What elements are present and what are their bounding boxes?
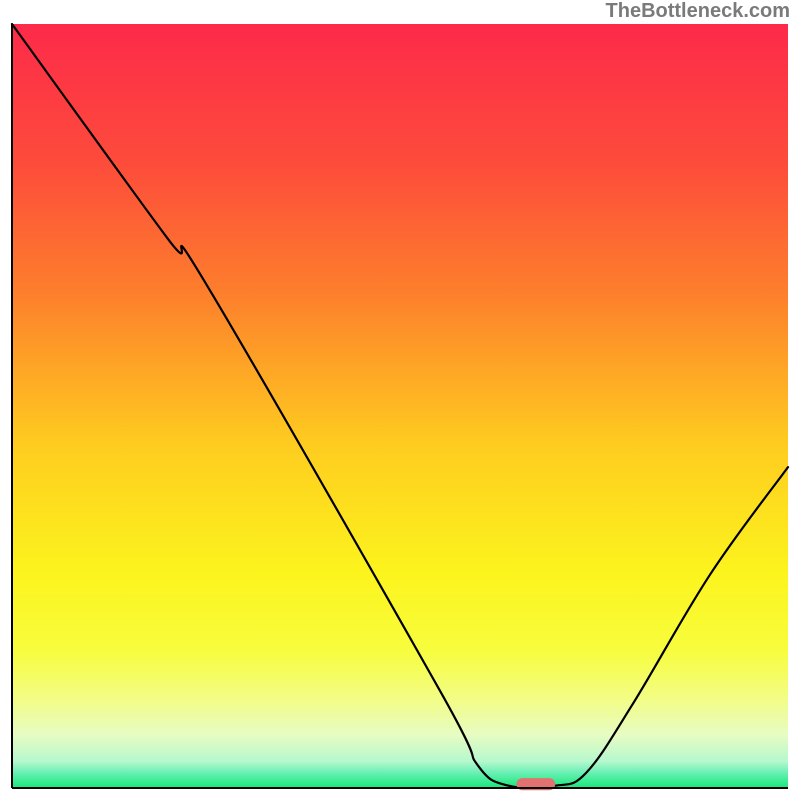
bottleneck-chart [0,0,800,800]
chart-gradient-background [12,24,788,788]
